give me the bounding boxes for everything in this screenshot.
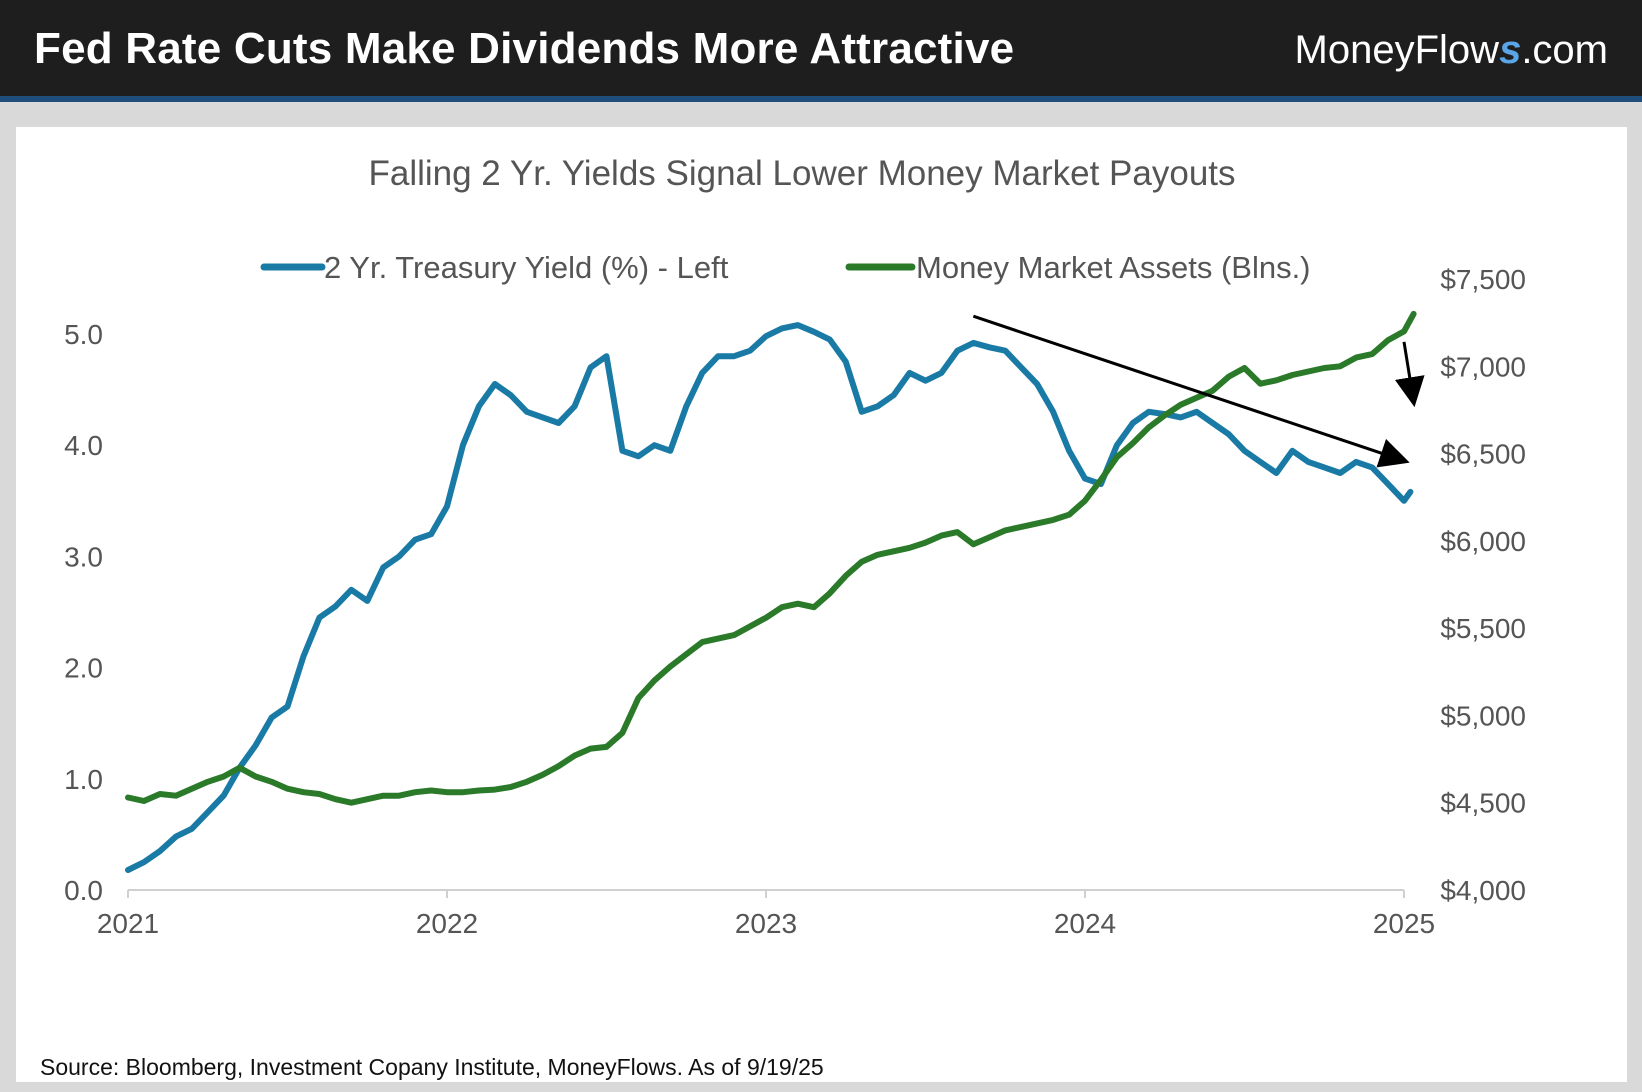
y-right-tick-label: $5,500 — [1440, 613, 1526, 644]
brand-prefix: MoneyFlow — [1294, 28, 1500, 72]
legend: 2 Yr. Treasury Yield (%) - Left Money Ma… — [260, 250, 1311, 285]
y-right-tick-label: $7,000 — [1440, 351, 1526, 382]
series-line-yield — [125, 322, 1414, 873]
brand-suffix: .com — [1521, 28, 1608, 72]
x-tick-label: 2021 — [97, 908, 159, 939]
y-left-tick-label: 1.0 — [64, 764, 103, 795]
chart-panel: Falling 2 Yr. Yields Signal Lower Money … — [16, 127, 1627, 1082]
y-right-tick-label: $4,000 — [1440, 875, 1526, 906]
x-tick-label: 2024 — [1054, 908, 1116, 939]
x-tick-label: 2023 — [735, 908, 797, 939]
legend-label-yield: 2 Yr. Treasury Yield (%) - Left — [324, 250, 729, 285]
series-line-assets — [125, 310, 1417, 806]
axes: 2021 2022 2023 2024 2025 0.0 1.0 2.0 3.0 4.0 5.0 $4… — [64, 264, 1526, 939]
y-right-tick-label: $6,500 — [1440, 439, 1526, 470]
brand-s: s — [1499, 28, 1522, 72]
y-left-tick-label: 3.0 — [64, 541, 103, 572]
y-left-tick-label: 0.0 — [64, 875, 103, 906]
chart-title: Falling 2 Yr. Yields Signal Lower Money … — [368, 154, 1235, 193]
y-right-tick-label: $5,000 — [1440, 700, 1526, 731]
chart: Falling 2 Yr. Yields Signal Lower Money … — [64, 154, 1526, 939]
y-left-tick-label: 2.0 — [64, 653, 103, 684]
trend-arrow — [972, 314, 1410, 468]
x-tick-label: 2025 — [1373, 908, 1435, 939]
assets-down-arrow — [1394, 341, 1425, 408]
y-right-tick-label: $4,500 — [1440, 788, 1526, 819]
source-note: Source: Bloomberg, Investment Copany Ins… — [40, 1054, 824, 1080]
page-title: Fed Rate Cuts Make Dividends More Attrac… — [34, 24, 1015, 73]
x-tick-label: 2022 — [416, 908, 478, 939]
y-right-tick-label: $6,000 — [1440, 526, 1526, 557]
legend-label-assets: Money Market Assets (Blns.) — [916, 250, 1311, 285]
annotations — [972, 314, 1425, 468]
y-left-tick-label: 4.0 — [64, 430, 103, 461]
series-lines — [125, 310, 1417, 873]
y-left-tick-label: 5.0 — [64, 319, 103, 350]
brand-logo: MoneyFlows.com — [1295, 28, 1608, 73]
header-bar: Fed Rate Cuts Make Dividends More Attrac… — [0, 0, 1642, 102]
y-right-tick-label: $7,500 — [1440, 264, 1526, 295]
